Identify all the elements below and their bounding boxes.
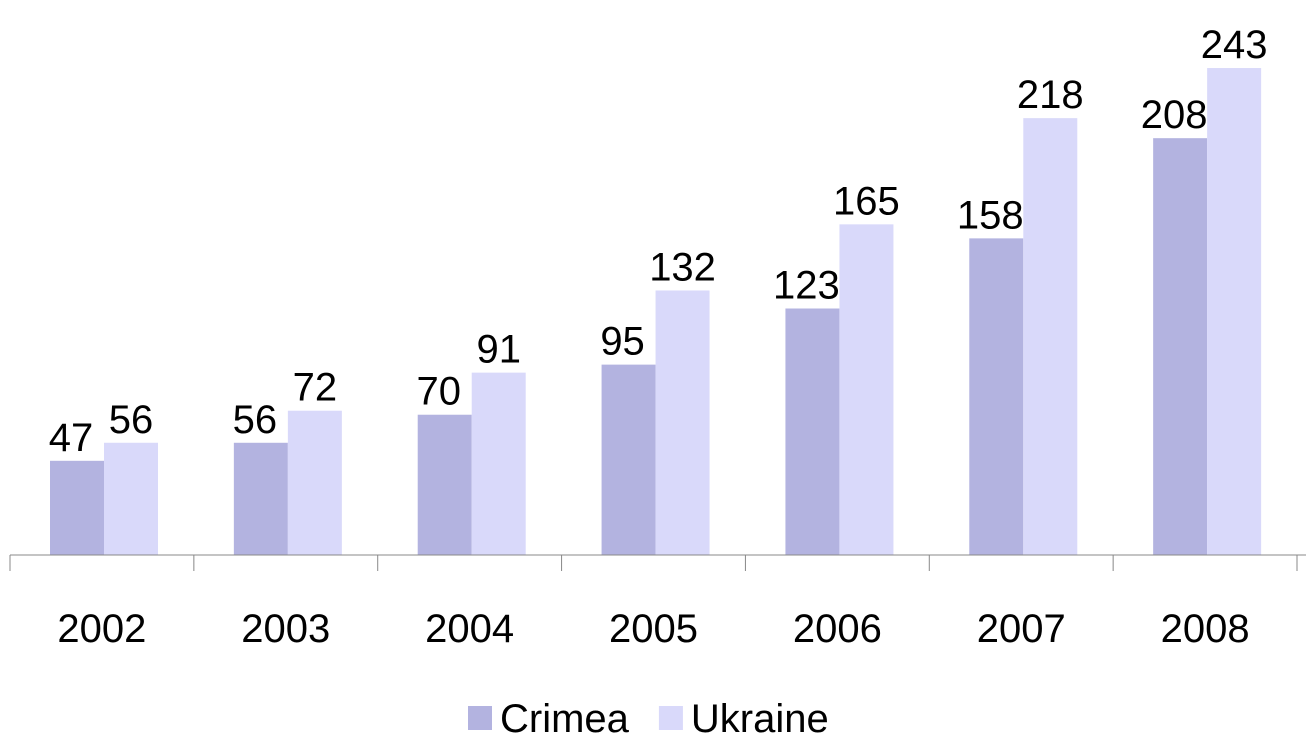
legend-label: Crimea bbox=[500, 697, 630, 738]
data-label: 132 bbox=[649, 245, 716, 289]
data-label: 91 bbox=[476, 328, 521, 372]
x-tick-label: 2002 bbox=[57, 607, 146, 651]
bar bbox=[287, 410, 342, 555]
bar bbox=[839, 224, 894, 555]
bar bbox=[785, 308, 840, 555]
data-label: 47 bbox=[49, 416, 94, 460]
bar bbox=[655, 290, 710, 555]
x-tick-label: 2006 bbox=[793, 607, 882, 651]
x-tick-label: 2008 bbox=[1161, 607, 1250, 651]
bar bbox=[471, 372, 526, 555]
data-label: 218 bbox=[1017, 73, 1084, 117]
bar bbox=[1207, 68, 1262, 555]
bar bbox=[417, 414, 472, 555]
x-tick-label: 2007 bbox=[977, 607, 1066, 651]
data-label: 165 bbox=[833, 179, 900, 223]
bar bbox=[601, 364, 656, 555]
data-label: 56 bbox=[109, 398, 154, 442]
bar bbox=[50, 460, 104, 555]
data-label: 56 bbox=[233, 398, 278, 442]
legend-swatch bbox=[658, 706, 683, 730]
x-tick-label: 2003 bbox=[241, 607, 330, 651]
data-label: 72 bbox=[293, 366, 338, 410]
data-label: 243 bbox=[1201, 23, 1268, 67]
data-label: 70 bbox=[416, 370, 461, 414]
bar bbox=[1023, 118, 1078, 556]
data-label: 158 bbox=[957, 193, 1024, 237]
bar bbox=[1153, 138, 1208, 555]
x-tick-label: 2004 bbox=[425, 607, 514, 651]
data-label: 95 bbox=[600, 320, 645, 364]
legend-label: Ukraine bbox=[691, 697, 829, 738]
legend-swatch bbox=[468, 706, 492, 730]
data-label: 123 bbox=[773, 264, 840, 308]
bar bbox=[104, 442, 158, 555]
x-tick-label: 2005 bbox=[609, 607, 698, 651]
data-label: 208 bbox=[1141, 93, 1208, 137]
bar bbox=[969, 238, 1024, 556]
bar bbox=[233, 442, 288, 555]
